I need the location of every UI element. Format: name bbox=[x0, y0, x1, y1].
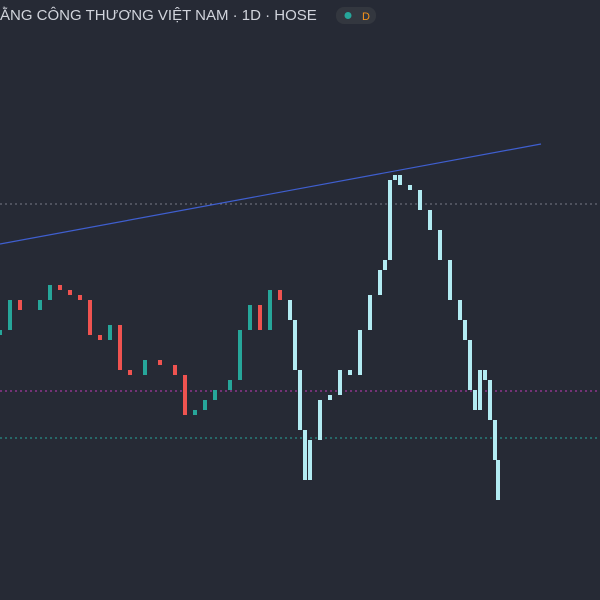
candle-body bbox=[328, 395, 332, 400]
candle-body bbox=[203, 400, 207, 410]
candle-body bbox=[298, 370, 302, 430]
candle-body bbox=[383, 260, 387, 270]
candle-body bbox=[463, 320, 467, 340]
candle-body bbox=[483, 370, 487, 380]
candle-body bbox=[358, 330, 362, 375]
candle-body bbox=[348, 370, 352, 375]
candle-body bbox=[228, 380, 232, 390]
candle-body bbox=[18, 300, 22, 310]
candle-body bbox=[248, 305, 252, 330]
candle-body bbox=[58, 285, 62, 290]
candle-body bbox=[318, 400, 322, 440]
candle-body bbox=[98, 335, 102, 340]
candle-body bbox=[38, 300, 42, 310]
candle-body bbox=[473, 390, 477, 410]
badge-label: D bbox=[362, 11, 370, 23]
candle-body bbox=[368, 295, 372, 330]
candle-body bbox=[493, 420, 497, 460]
candle-body bbox=[258, 305, 262, 330]
candle-body bbox=[68, 290, 72, 295]
candle-body bbox=[173, 365, 177, 375]
candle-body bbox=[238, 330, 242, 380]
candle-body bbox=[0, 330, 2, 335]
candle-body bbox=[288, 300, 292, 320]
trend-line bbox=[0, 143, 542, 245]
candle-body bbox=[408, 185, 412, 190]
candle-body bbox=[88, 300, 92, 335]
candle-body bbox=[496, 460, 500, 500]
candle-body bbox=[393, 175, 397, 180]
symbol-title: ẰNG CÔNG THƯƠNG VIỆT NAM · 1D · HOSE bbox=[0, 6, 317, 24]
candle-body bbox=[268, 290, 272, 330]
candle-body bbox=[428, 210, 432, 230]
candle-body bbox=[8, 300, 12, 330]
candle-body bbox=[478, 370, 482, 410]
candle-body bbox=[183, 375, 187, 415]
candle-body bbox=[108, 325, 112, 340]
candle-body bbox=[118, 325, 122, 370]
candle-body bbox=[193, 410, 197, 415]
candle-body bbox=[398, 175, 402, 185]
candle-body bbox=[158, 360, 162, 365]
candle-body bbox=[338, 370, 342, 395]
candle-body bbox=[488, 380, 492, 420]
candle-body bbox=[378, 270, 382, 295]
candle-body bbox=[308, 440, 312, 480]
candle-body bbox=[128, 370, 132, 375]
candle-body bbox=[293, 320, 297, 370]
candle-body bbox=[468, 340, 472, 390]
candle-body bbox=[418, 190, 422, 210]
candle-body bbox=[448, 260, 452, 300]
status-dot bbox=[344, 12, 352, 19]
candle-body bbox=[458, 300, 462, 320]
candle-body bbox=[278, 290, 282, 300]
candle-body bbox=[438, 230, 442, 260]
status-badge bbox=[336, 7, 376, 24]
candle-body bbox=[388, 180, 392, 260]
candle-body bbox=[48, 285, 52, 300]
candle-body bbox=[78, 295, 82, 300]
candle-body bbox=[303, 430, 307, 480]
candle-body bbox=[143, 360, 147, 375]
candle-body bbox=[213, 390, 217, 400]
